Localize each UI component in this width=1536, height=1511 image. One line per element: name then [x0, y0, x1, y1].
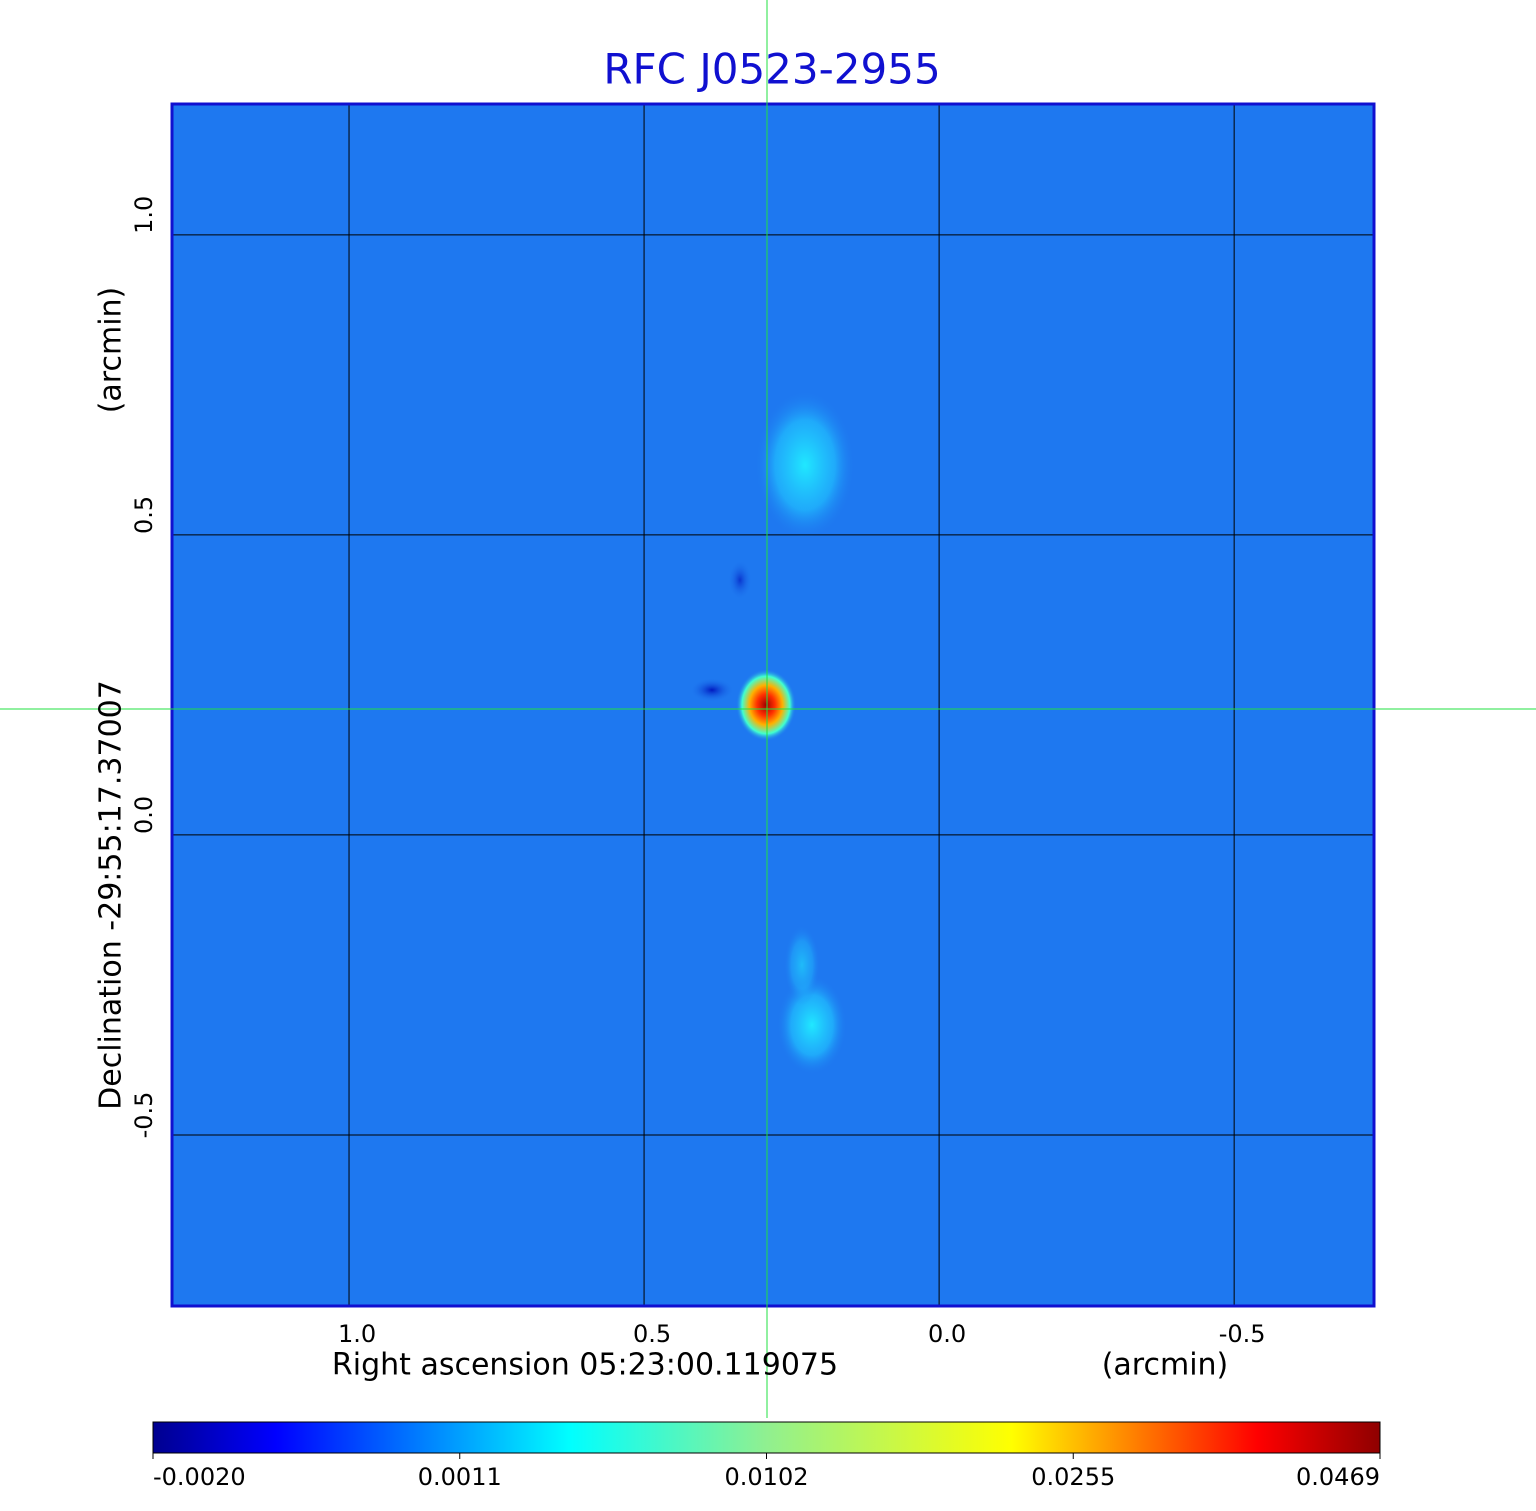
y-tick-label: 0.0 [130, 796, 158, 834]
sky-image [172, 104, 1374, 1306]
colorbar [152, 1421, 1381, 1454]
x-tick-label: -0.5 [1219, 1320, 1266, 1348]
y-axis-unit: (arcmin) [94, 287, 129, 414]
colorbar-tick-label: 0.0255 [1031, 1463, 1115, 1491]
y-axis-label: Declination -29:55:17.37007 [94, 680, 129, 1110]
colorbar-tick-label: 0.0011 [418, 1463, 502, 1491]
x-axis-unit: (arcmin) [1102, 1348, 1229, 1383]
colorbar-tick-label: 0.0469 [1296, 1463, 1380, 1491]
x-axis-label: Right ascension 05:23:00.119075 [332, 1348, 838, 1383]
grid [172, 104, 1374, 1306]
x-tick-label: 0.0 [928, 1320, 966, 1348]
x-tick-label: 0.5 [633, 1320, 671, 1348]
chart-title: RFC J0523-2955 [603, 45, 940, 94]
colorbar-tick-label: 0.0102 [725, 1463, 809, 1491]
y-tick-label: 0.5 [130, 496, 158, 534]
x-tick-label: 1.0 [338, 1320, 376, 1348]
plot-frame [170, 102, 1376, 1308]
colorbar-tick-label: -0.0020 [153, 1463, 246, 1491]
y-tick-label: 1.0 [130, 196, 158, 234]
y-tick-label: -0.5 [130, 1092, 158, 1139]
